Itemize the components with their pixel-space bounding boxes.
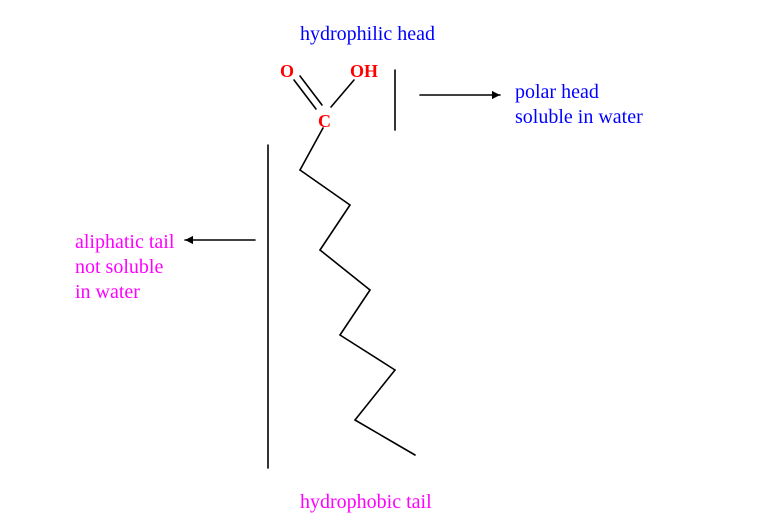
bond-c-o-double-a <box>294 80 316 109</box>
arrow-left-head <box>185 236 193 244</box>
bond-chain-7 <box>355 420 415 455</box>
arrow-right-head <box>492 91 500 99</box>
bond-chain-5 <box>340 335 395 370</box>
bond-chain-4 <box>340 290 370 335</box>
bond-c-oh <box>331 80 354 107</box>
bond-chain-6 <box>355 370 395 420</box>
bond-chain-0 <box>300 128 323 170</box>
bond-chain-2 <box>320 205 350 250</box>
bond-chain-1 <box>300 170 350 205</box>
bond-chain-3 <box>320 250 370 290</box>
bond-c-o-double-b <box>300 76 322 105</box>
molecule-diagram <box>0 0 768 523</box>
